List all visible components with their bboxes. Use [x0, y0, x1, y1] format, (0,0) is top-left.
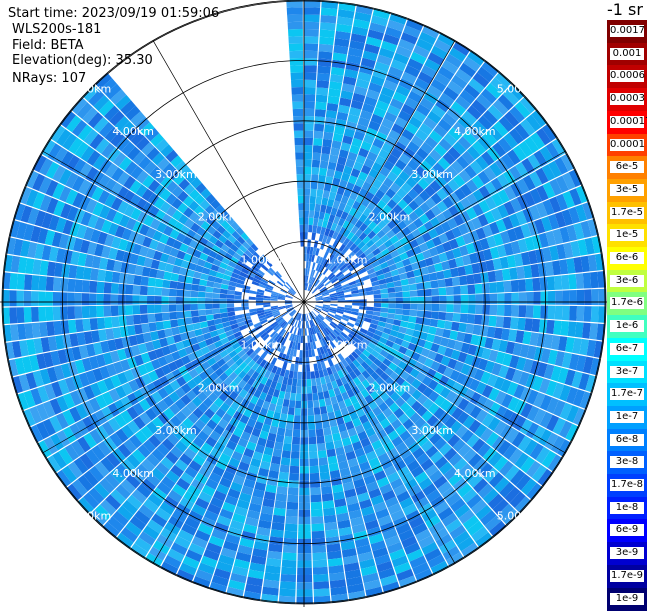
colorbar-label: 3e-6 [610, 274, 644, 287]
range-ring-label: 1.00km [241, 253, 283, 266]
colorbar-label: 6e-7 [610, 342, 644, 355]
start-time-label: Start time: 2023/09/19 01:59:06 [8, 6, 220, 21]
colorbar-label: 6e-6 [610, 252, 644, 264]
colorbar-label: 6e-8 [610, 433, 644, 446]
nrays-label: NRays: 107 [12, 71, 87, 86]
data-sectors [2, 0, 606, 604]
range-ring-label: 1.00km [241, 339, 283, 352]
colorbar-label: 1.7e-7 [610, 388, 644, 401]
elevation-label: Elevation(deg): 35.30 [12, 53, 153, 68]
azimuth-spoke [303, 40, 456, 303]
colorbar-label: 1e-7 [610, 410, 644, 423]
range-ring-label: 3.00km [411, 168, 453, 181]
colorbar-label: 6e-9 [610, 524, 644, 537]
range-ring-label: 3.00km [411, 424, 453, 437]
colorbar-label: 6e-5 [610, 161, 644, 174]
range-ring-label: 2.00km [198, 381, 240, 394]
colorbar-label: 1e-5 [610, 229, 644, 242]
range-ring-label: 5.00km [497, 510, 539, 523]
range-ring-label: 5.00km [70, 510, 112, 523]
colorbar-label: 0.0001 [610, 138, 645, 151]
colorbar-label: 1e-8 [610, 501, 644, 514]
azimuth-spoke [303, 150, 566, 303]
range-ring-label: 5.00km [70, 82, 112, 95]
colorbar-title: -1 sr [607, 0, 643, 19]
range-ring-label: 1.00km [326, 253, 368, 266]
colorbar-label: 1.7e-8 [610, 479, 644, 491]
range-ring-label: 4.00km [112, 467, 154, 480]
colorbar-label: 0.001 [610, 47, 644, 60]
instrument-label: WLS200s-181 [12, 22, 102, 37]
range-ring-label: 4.00km [112, 125, 154, 138]
range-ring-label: 2.00km [369, 211, 411, 224]
colorbar-label: 0.00017 [610, 115, 647, 128]
range-ring-label: 4.00km [454, 125, 496, 138]
range-ring-label: 1.00km [326, 339, 368, 352]
range-ring-label: 2.00km [198, 211, 240, 224]
azimuth-spoke [303, 301, 456, 564]
colorbar-label: 0.0003 [610, 93, 645, 106]
colorbar-label: 3e-8 [610, 456, 644, 469]
colorbar-label: 1e-6 [610, 320, 644, 333]
colorbar-label: 1e-9 [610, 592, 644, 605]
azimuth-spoke [42, 150, 305, 303]
colorbar-label: 1.7e-6 [610, 297, 644, 310]
range-ring-label: 2.00km [369, 381, 411, 394]
azimuth-spoke [152, 301, 305, 564]
range-ring-label: 3.00km [155, 168, 197, 181]
range-ring-label: 4.00km [454, 467, 496, 480]
colorbar-label: 3e-7 [610, 365, 644, 378]
colorbar-label: 0.0017 [610, 25, 645, 37]
azimuth-spoke [303, 301, 566, 454]
field-label: Field: BETA [12, 38, 84, 53]
colorbar-label: 3e-5 [610, 183, 644, 196]
azimuth-spoke [152, 40, 305, 303]
colorbar-label: 1.7e-5 [610, 206, 644, 219]
range-ring-labels: 1.00km 1.00km 1.00km 1.00km 2.00km 2.00km 2.00… [70, 82, 539, 522]
colorbar-label: 1.7e-9 [610, 569, 644, 582]
colorbar-label: 0.0006 [610, 70, 645, 83]
range-ring-label: 3.00km [155, 424, 197, 437]
range-ring-label: 5.00km [497, 82, 539, 95]
polar-grid [0, 0, 607, 607]
azimuth-spoke [42, 301, 305, 454]
colorbar-label: 3e-9 [610, 547, 644, 560]
ppi-plot: 1.00km 1.00km 1.00km 1.00km 2.00km 2.00km 2.00… [0, 0, 607, 607]
